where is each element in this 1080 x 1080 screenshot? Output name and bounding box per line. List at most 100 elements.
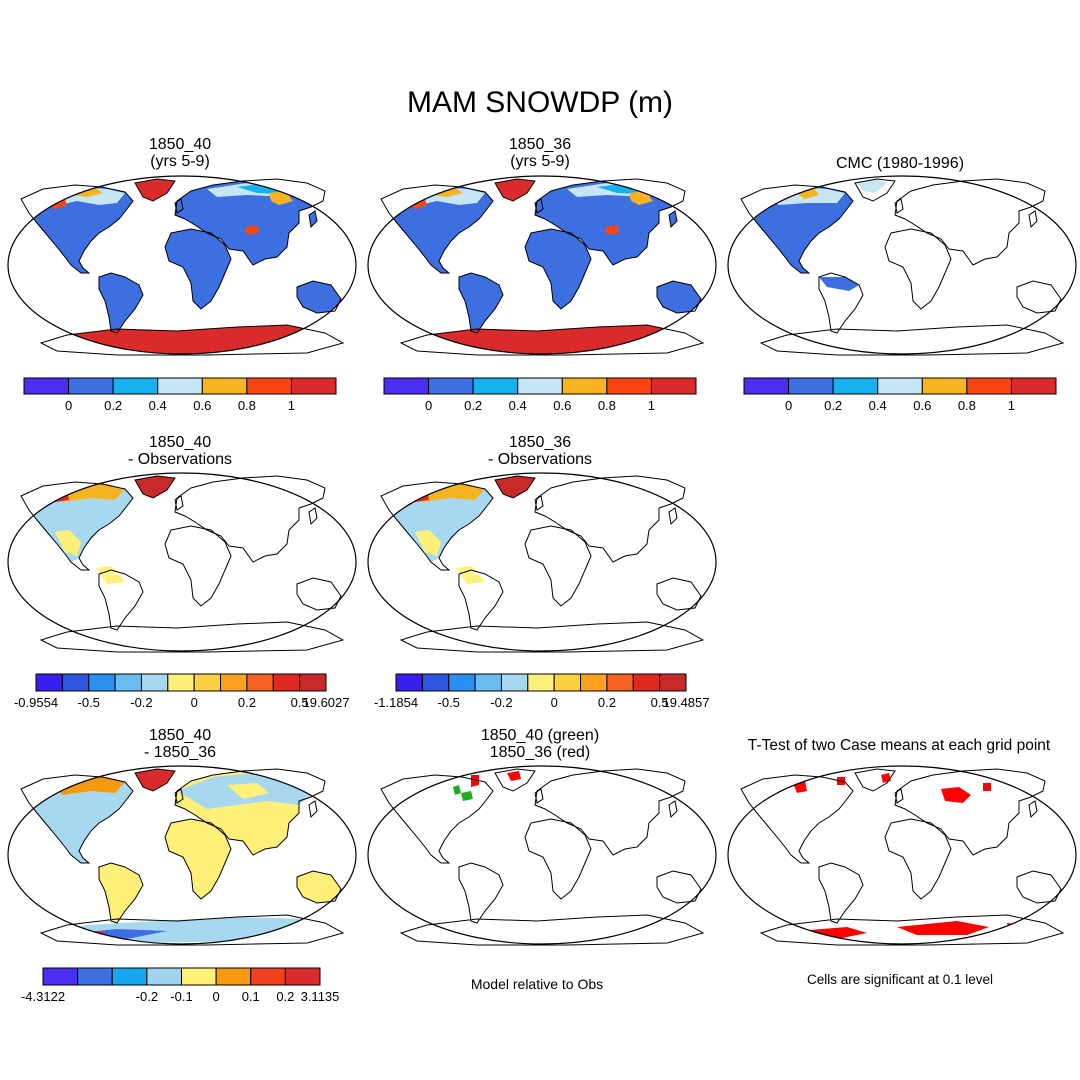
colorbar-obs: 0 0.2 0.4 0.6 0.8 1 — [743, 377, 1057, 413]
northAmerica-coastline — [20, 774, 134, 864]
colorbar-swatch — [42, 967, 79, 986]
southAmerica-coastline — [98, 569, 144, 631]
map-1850-40-minus-obs — [7, 472, 357, 653]
colorbar-model-1: 0 0.2 0.4 0.6 0.8 1 — [23, 377, 337, 413]
australia-coastline — [296, 577, 342, 611]
colorbar-label: -0.1 — [170, 989, 192, 1004]
colorbar-swatch — [921, 377, 968, 395]
uk-coastline — [894, 198, 904, 214]
colorbar-label: 0.6 — [553, 398, 571, 413]
colorbar-swatch — [112, 377, 159, 395]
colorbar-label: 0 — [785, 398, 792, 413]
panel-title-relative: 1850_40 (green) 1850_36 (red) — [360, 727, 720, 761]
colorbar-swatch — [284, 967, 321, 986]
map-content — [381, 476, 535, 584]
significant-cells — [897, 921, 989, 935]
map-ttest — [727, 765, 1077, 946]
africa-coastline — [884, 228, 952, 310]
colorbar-swatch — [77, 967, 113, 986]
map-content — [21, 476, 175, 584]
colorbar-swatch — [428, 377, 474, 395]
uk-coastline — [534, 788, 544, 804]
significant-cells — [881, 773, 891, 783]
green-cells — [461, 791, 473, 801]
colorbar-label: 0 — [191, 695, 198, 710]
africa-coastline — [164, 525, 232, 607]
colorbar-label: 3.1135 — [301, 989, 340, 1004]
africa-fill — [165, 819, 231, 899]
eurasia-coastline — [534, 475, 686, 563]
southAmerica-coastline — [818, 272, 864, 334]
colorbar-swatch — [146, 967, 182, 986]
colorbar-swatch — [140, 673, 169, 692]
colorbar-swatch — [500, 673, 529, 692]
panel-title-ttest: T-Test of two Case means at each grid po… — [720, 737, 1078, 754]
green-cells — [453, 785, 461, 795]
colorbar-label: 19.4857 — [663, 695, 710, 710]
antarctica-coastline — [39, 914, 345, 946]
significant-cells — [941, 787, 971, 803]
colorbar-swatch — [448, 673, 476, 692]
map-border — [367, 175, 717, 355]
colorbar-swatch — [272, 673, 301, 692]
figure-title: MAM SNOWDP (m) — [406, 86, 674, 119]
uk-coastline — [894, 788, 904, 804]
antarctica-coastline — [39, 621, 345, 653]
panel-title-case-diff: 1850_40 - 1850_36 — [0, 727, 360, 761]
africa-coastline — [524, 525, 592, 607]
colorbar-swatch — [632, 673, 661, 692]
colorbar-label: 0.6 — [913, 398, 931, 413]
colorbar-label: 0.2 — [238, 695, 256, 710]
panel-title-line1: 1850_40 — [148, 727, 212, 744]
colorbar-swatch — [788, 377, 834, 395]
southAmerica-fill — [99, 273, 143, 333]
antarctica-coastline — [759, 324, 1065, 356]
australia-coastline — [1016, 280, 1062, 314]
colorbar-swatch — [167, 673, 195, 692]
panel-title-line1: 1850_36 — [508, 434, 572, 451]
colorbar-swatch — [1010, 377, 1057, 395]
southAmerica-fill — [459, 273, 503, 333]
panel-title-line1: 1850_40 — [148, 136, 212, 153]
colorbar-swatch — [650, 377, 697, 395]
africa-fill — [165, 229, 231, 309]
significant-cells — [797, 927, 867, 939]
northAmerica-coastline — [20, 184, 134, 274]
map-1850-36-model — [367, 175, 717, 356]
japan-coastline — [308, 507, 318, 526]
colorbar-swatch — [88, 673, 116, 692]
australia-coastline — [656, 870, 702, 904]
colorbar-swatch — [606, 377, 652, 395]
colorbar-label: 0.8 — [238, 398, 256, 413]
panel-title-line1: 1850_40 (green) — [480, 727, 600, 744]
colorbar-swatch — [743, 377, 790, 395]
south-america-north-fill — [819, 277, 859, 291]
northAmerica-coastline — [380, 481, 494, 571]
map-case-difference — [7, 765, 357, 946]
colorbar-swatch — [201, 377, 248, 395]
panel-title-line2: - Observations — [127, 451, 233, 468]
colorbar-swatch — [193, 673, 222, 692]
colorbar-swatch — [61, 673, 90, 692]
southAmerica-coastline — [458, 569, 504, 631]
eurasia-coastline — [894, 768, 1046, 856]
southAmerica-coastline — [458, 862, 504, 924]
colorbar-label: 0 — [551, 695, 558, 710]
map-border — [727, 765, 1077, 945]
colorbar-label: -0.5 — [438, 695, 460, 710]
colorbar-label: 0.6 — [193, 398, 211, 413]
colorbar-swatch — [877, 377, 923, 395]
map-content — [453, 771, 521, 801]
greenland-coastline — [134, 475, 176, 499]
colorbar-label: 0.2 — [276, 989, 294, 1004]
uk-coastline — [534, 495, 544, 511]
panel-title-cmc: CMC (1980-1996) — [720, 155, 1080, 172]
colorbar-swatch — [966, 377, 1012, 395]
south-america-diff — [101, 574, 125, 584]
antarctica-coastline — [39, 324, 345, 356]
australia-coastline — [1016, 870, 1062, 904]
panel-title-line1: 1850_36 — [508, 136, 572, 153]
colorbar-label: 0.4 — [869, 398, 887, 413]
greenland-coastline — [854, 768, 896, 792]
colorbar-label: 0.1 — [242, 989, 260, 1004]
